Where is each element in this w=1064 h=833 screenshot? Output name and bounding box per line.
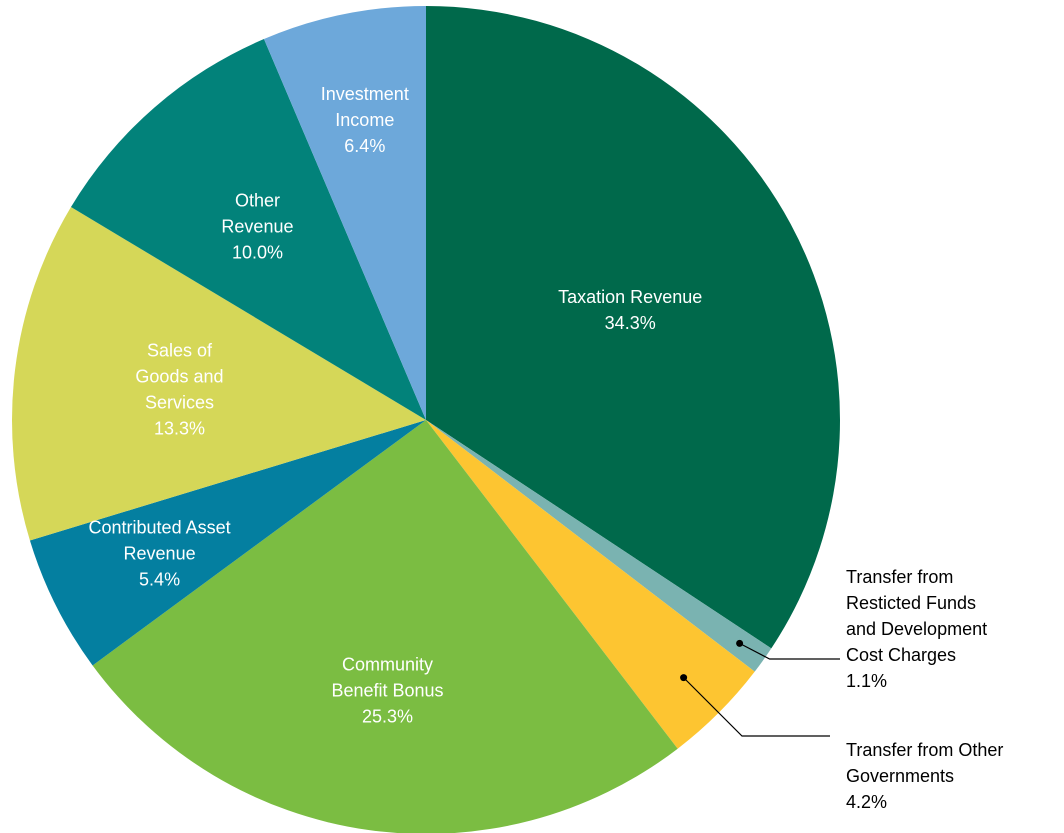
value-label: 34.3% [605,313,656,333]
category-label: Contributed Asset [89,518,231,538]
category-label: Taxation Revenue [558,287,702,307]
category-label: and Development [846,619,987,639]
label-taxation-revenue: Taxation Revenue 34.3% [558,287,702,333]
slice-contributed-asset-revenue [29,420,427,666]
label-sales-of-goods-and-services: Sales of Goods and Services 13.3% [135,341,223,439]
value-label: 5.4% [139,570,180,590]
slice-transfer-from-other-governments [426,420,755,749]
category-label: Services [145,393,214,413]
label-other-revenue: Other Revenue 10.0% [221,190,293,262]
slice-labels: Taxation Revenue 34.3% Transfer from Restic… [89,84,1004,812]
label-transfer-from-resticted-funds-and-development-cost-charges: Transfer from Resticted Funds and Developm… [846,567,987,691]
label-investment-income: Investment Income 6.4% [321,84,409,156]
label-contributed-asset-revenue: Contributed Asset Revenue 5.4% [89,518,231,590]
value-label: 13.3% [154,419,205,439]
slice-transfer-from-resticted-funds-and-development-cost-charges [426,420,772,672]
slice-community-benefit-bonus [92,420,678,833]
slice-investment-income [263,6,426,420]
category-label: Transfer from Other [846,740,1003,760]
value-label: 4.2% [846,792,887,812]
slice-sales-of-goods-and-services [11,207,426,541]
label-community-benefit-bonus: Community Benefit Bonus 25.3% [331,655,443,727]
category-label: Resticted Funds [846,593,976,613]
category-label: Revenue [124,544,196,564]
category-label: Other [235,190,280,210]
category-label: Goods and [135,367,223,387]
slice-other-revenue [70,39,427,420]
leader-lines [680,639,840,737]
category-label: Benefit Bonus [331,681,443,701]
category-label: Sales of [147,341,213,361]
slice-taxation-revenue [426,6,840,649]
value-label: 25.3% [362,707,413,727]
pie-slices [11,6,840,833]
category-label: Income [335,110,394,130]
category-label: Investment [321,84,409,104]
category-label: Revenue [221,216,293,236]
leader-line-transfer-from-other-governments [683,677,830,737]
category-label: Cost Charges [846,645,956,665]
value-label: 10.0% [232,242,283,262]
label-transfer-from-other-governments: Transfer from Other Governments 4.2% [846,740,1003,812]
value-label: 1.1% [846,671,887,691]
category-label: Governments [846,766,954,786]
leader-line-transfer-from-resticted-funds-and-development-cost-charges [739,642,840,660]
category-label: Transfer from [846,567,953,587]
category-label: Community [342,655,433,675]
value-label: 6.4% [344,136,385,156]
